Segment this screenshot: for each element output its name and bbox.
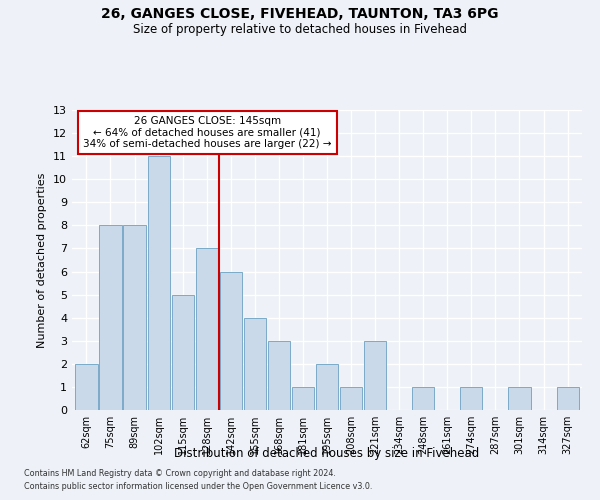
Bar	[124, 226, 146, 410]
Y-axis label: Number of detached properties: Number of detached properties	[37, 172, 47, 348]
Text: 26 GANGES CLOSE: 145sqm
← 64% of detached houses are smaller (41)
34% of semi-de: 26 GANGES CLOSE: 145sqm ← 64% of detache…	[83, 116, 331, 149]
Bar	[364, 341, 386, 410]
Bar	[508, 387, 530, 410]
Bar	[292, 387, 314, 410]
Bar	[220, 272, 242, 410]
Bar	[148, 156, 170, 410]
Bar	[100, 226, 122, 410]
Text: Contains HM Land Registry data © Crown copyright and database right 2024.: Contains HM Land Registry data © Crown c…	[24, 468, 336, 477]
Bar	[268, 341, 290, 410]
Bar	[244, 318, 266, 410]
Bar	[196, 248, 218, 410]
Bar	[340, 387, 362, 410]
Text: Size of property relative to detached houses in Fivehead: Size of property relative to detached ho…	[133, 22, 467, 36]
Text: Contains public sector information licensed under the Open Government Licence v3: Contains public sector information licen…	[24, 482, 373, 491]
Bar	[557, 387, 578, 410]
Bar	[172, 294, 194, 410]
Bar	[460, 387, 482, 410]
Text: Distribution of detached houses by size in Fivehead: Distribution of detached houses by size …	[175, 448, 479, 460]
Bar	[316, 364, 338, 410]
Text: 26, GANGES CLOSE, FIVEHEAD, TAUNTON, TA3 6PG: 26, GANGES CLOSE, FIVEHEAD, TAUNTON, TA3…	[101, 8, 499, 22]
Bar	[76, 364, 98, 410]
Bar	[412, 387, 434, 410]
